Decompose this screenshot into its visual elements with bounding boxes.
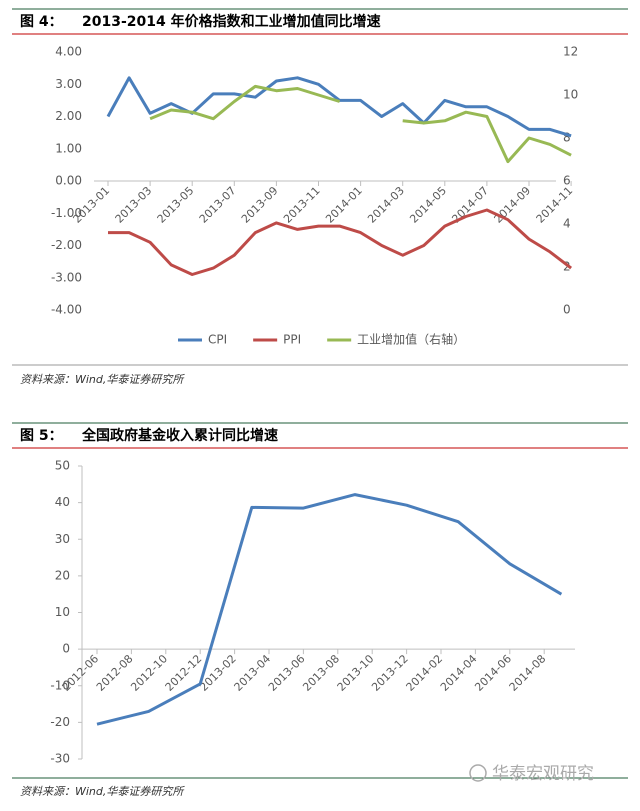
y2-tick-label: 4 — [563, 217, 571, 231]
x-tick-label: 2012-06 — [60, 652, 102, 694]
y-tick-label: 10 — [55, 605, 70, 619]
y-tick-label: 0.00 — [55, 174, 82, 188]
x-tick-label: 2012-08 — [94, 652, 136, 694]
x-tick-label: 2014-08 — [507, 652, 549, 694]
y-tick-label: 20 — [55, 568, 70, 582]
source: 资料来源：Wind,华泰证券研究所 — [20, 785, 185, 798]
watermark-icon — [469, 764, 487, 782]
chart-title: 全国政府基金收入累计同比增速 — [81, 427, 278, 444]
y-tick-label: 0 — [62, 642, 70, 656]
y2-tick-label: 12 — [563, 45, 578, 59]
watermark: 华泰宏观研究 — [492, 764, 594, 784]
y-tick-label: 1.00 — [55, 141, 82, 155]
x-tick-label: 2013-06 — [266, 652, 308, 694]
y2-tick-label: 8 — [563, 131, 571, 145]
x-tick-label: 2014-09 — [492, 184, 534, 226]
series-line — [108, 208, 573, 276]
y-tick-label: -20 — [50, 715, 70, 729]
source: 资料来源：Wind,华泰证券研究所 — [20, 373, 185, 386]
x-tick-label: 2013-05 — [155, 184, 197, 226]
figure-label: 图 5： — [20, 428, 63, 444]
x-tick-label: 2013-03 — [113, 184, 155, 226]
x-tick-label: 2013-08 — [300, 652, 342, 694]
x-tick-label: 2014-02 — [404, 652, 446, 694]
y-tick-label: -4.00 — [51, 303, 82, 317]
legend-label: 工业增加值（右轴） — [357, 332, 465, 347]
x-tick-label: 2013-09 — [239, 184, 281, 226]
x-tick-label: 2013-11 — [281, 184, 323, 226]
legend-label: PPI — [283, 333, 301, 347]
legend-label: CPI — [208, 333, 227, 347]
y-tick-label: -1.00 — [51, 206, 82, 220]
y-tick-label: -3.00 — [51, 270, 82, 284]
x-tick-label: 2014-04 — [438, 652, 480, 694]
y2-tick-label: 6 — [563, 174, 571, 188]
y2-tick-label: 0 — [563, 303, 571, 317]
x-tick-label: 2014-01 — [323, 184, 365, 226]
x-tick-label: 2012-10 — [128, 652, 170, 694]
x-tick-label: 2014-05 — [407, 184, 449, 226]
x-tick-label: 2013-04 — [232, 652, 274, 694]
y-tick-label: 4.00 — [55, 45, 82, 59]
y-tick-label: -10 — [50, 678, 70, 692]
y-tick-label: 2.00 — [55, 109, 82, 123]
figure-label: 图 4： — [20, 14, 63, 30]
y2-tick-label: 10 — [563, 88, 578, 102]
series-line — [149, 84, 572, 164]
series-line — [106, 76, 572, 138]
x-tick-label: 2013-12 — [369, 652, 411, 694]
x-tick-label: 2012-12 — [163, 652, 205, 694]
y-tick-label: -2.00 — [51, 238, 82, 252]
series-line — [96, 493, 563, 726]
chart-title: 2013-2014 年价格指数和工业增加值同比增速 — [82, 13, 381, 30]
x-tick-label: 2014-06 — [472, 652, 514, 694]
x-tick-label: 2013-10 — [335, 652, 377, 694]
y-tick-label: 40 — [55, 495, 70, 509]
y-tick-label: 50 — [55, 459, 70, 473]
y-tick-label: 3.00 — [55, 77, 82, 91]
y-tick-label: 30 — [55, 532, 70, 546]
x-tick-label: 2013-07 — [197, 184, 239, 226]
x-tick-label: 2014-03 — [365, 184, 407, 226]
y-tick-label: -30 — [50, 752, 70, 766]
